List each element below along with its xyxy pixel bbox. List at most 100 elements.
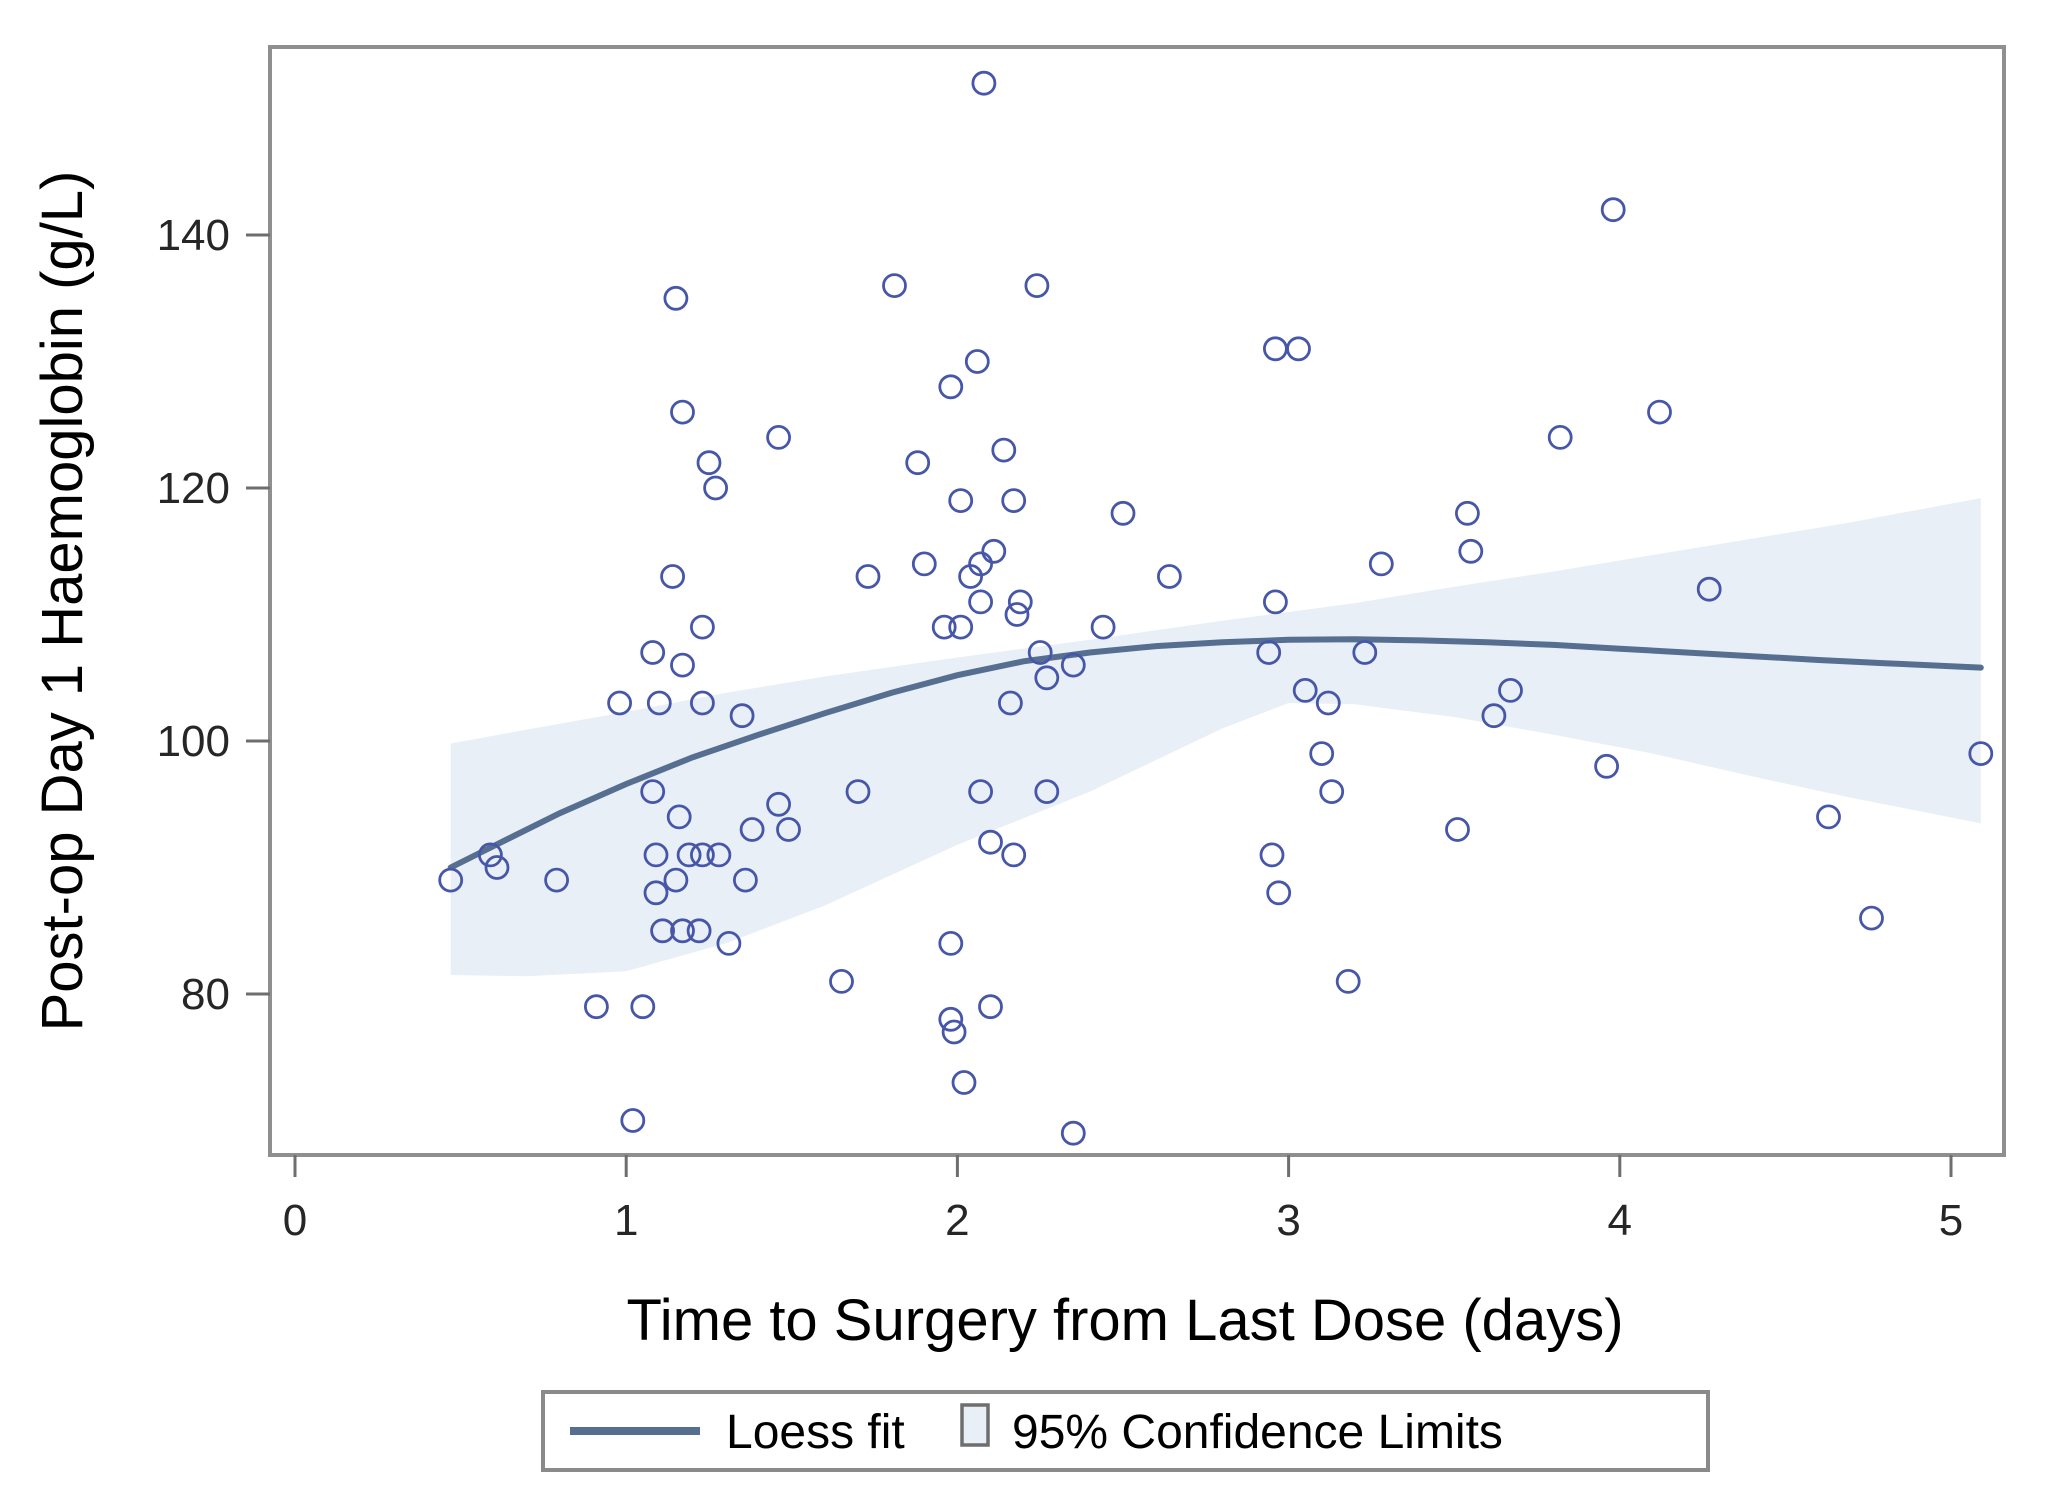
data-point	[968, 589, 993, 615]
y-axis-ticks: 80 100 120 140	[157, 211, 270, 1019]
data-point	[739, 817, 765, 842]
data-point	[646, 690, 672, 716]
legend-ci-label: 95% Confidence Limits	[1012, 1406, 1503, 1459]
data-point	[1004, 602, 1030, 627]
x-tick-label: 0	[283, 1196, 307, 1245]
data-point	[729, 703, 755, 729]
data-point	[1481, 703, 1507, 729]
data-point	[1266, 880, 1292, 906]
data-point	[1259, 842, 1285, 868]
data-point	[882, 273, 907, 299]
y-tick-label: 100	[157, 717, 230, 766]
y-tick-label: 120	[157, 464, 230, 513]
data-point	[1110, 500, 1136, 526]
data-point	[686, 918, 712, 944]
data-point	[938, 931, 964, 956]
data-point	[911, 551, 937, 577]
y-axis-title: Post-op Day 1 Haemoglobin (g/L)	[30, 171, 95, 1032]
data-point	[951, 1070, 977, 1095]
data-point	[690, 842, 715, 868]
loess-fit-line	[447, 636, 1984, 871]
data-point	[696, 450, 722, 476]
data-point	[438, 867, 464, 893]
data-point	[584, 994, 609, 1020]
data-point	[1007, 589, 1033, 615]
data-point	[938, 374, 964, 400]
data-point	[766, 791, 791, 817]
data-point	[968, 779, 993, 804]
x-tick-label: 4	[1608, 1196, 1632, 1245]
data-point	[630, 994, 656, 1020]
data-point	[1968, 741, 1994, 766]
data-point	[776, 817, 801, 842]
data-point	[1647, 399, 1672, 425]
data-point	[766, 424, 791, 450]
confidence-band-area	[450, 498, 1981, 977]
x-axis-title: Time to Surgery from Last Dose (days)	[626, 1288, 1623, 1353]
x-tick-label: 3	[1276, 1196, 1300, 1245]
data-point	[1594, 753, 1619, 779]
data-point	[1034, 665, 1060, 691]
data-point	[1352, 640, 1378, 665]
data-point	[640, 779, 666, 804]
data-point	[941, 1019, 967, 1045]
data-point	[544, 867, 569, 893]
data-point	[716, 931, 742, 956]
data-point	[1060, 652, 1086, 678]
data-point	[1498, 678, 1523, 703]
data-point	[607, 690, 632, 716]
x-tick-label: 2	[945, 1196, 969, 1245]
data-point	[1696, 576, 1722, 602]
data-point	[1455, 500, 1480, 526]
data-point	[905, 450, 931, 476]
data-point	[1292, 678, 1318, 703]
data-point	[1547, 424, 1573, 450]
legend: Loess fit 95% Confidence Limits	[541, 1390, 1710, 1472]
data-point	[964, 349, 990, 374]
data-point	[643, 880, 669, 906]
data-point	[991, 437, 1017, 463]
data-point	[968, 551, 993, 577]
data-point	[1090, 614, 1116, 640]
data-point	[484, 855, 510, 880]
x-tick-label: 5	[1939, 1196, 1963, 1245]
data-point	[1263, 336, 1288, 362]
x-axis-ticks: 0 1 2 3 4 5	[283, 1155, 1963, 1245]
data-point	[663, 867, 689, 893]
data-point	[670, 918, 695, 944]
data-point	[948, 488, 974, 514]
data-point	[948, 614, 974, 640]
data-point	[1157, 564, 1182, 589]
data-point	[690, 690, 715, 716]
data-point	[998, 690, 1023, 716]
data-point	[1368, 551, 1394, 577]
data-point	[1024, 273, 1050, 299]
data-point	[703, 475, 728, 501]
data-point	[931, 614, 957, 640]
confidence-band-icon	[960, 1403, 990, 1447]
data-point	[1600, 197, 1626, 223]
data-point	[1001, 842, 1027, 868]
data-point	[855, 564, 881, 589]
data-point	[660, 564, 685, 589]
scatter-points-group	[438, 70, 1994, 1146]
data-point	[978, 829, 1003, 855]
data-point	[1319, 779, 1345, 804]
data-point	[650, 918, 675, 944]
data-point	[670, 399, 695, 425]
data-point	[663, 285, 689, 311]
data-point	[1286, 336, 1311, 362]
data-point	[1060, 1120, 1086, 1146]
data-point	[670, 652, 695, 678]
data-point	[676, 842, 702, 868]
y-tick-label: 140	[157, 211, 230, 260]
plot-border	[268, 45, 2006, 1157]
data-point	[1263, 589, 1288, 615]
data-point	[978, 994, 1003, 1020]
data-point	[971, 70, 997, 96]
data-point	[733, 867, 758, 893]
data-point	[1027, 640, 1053, 665]
data-point	[1458, 538, 1484, 564]
